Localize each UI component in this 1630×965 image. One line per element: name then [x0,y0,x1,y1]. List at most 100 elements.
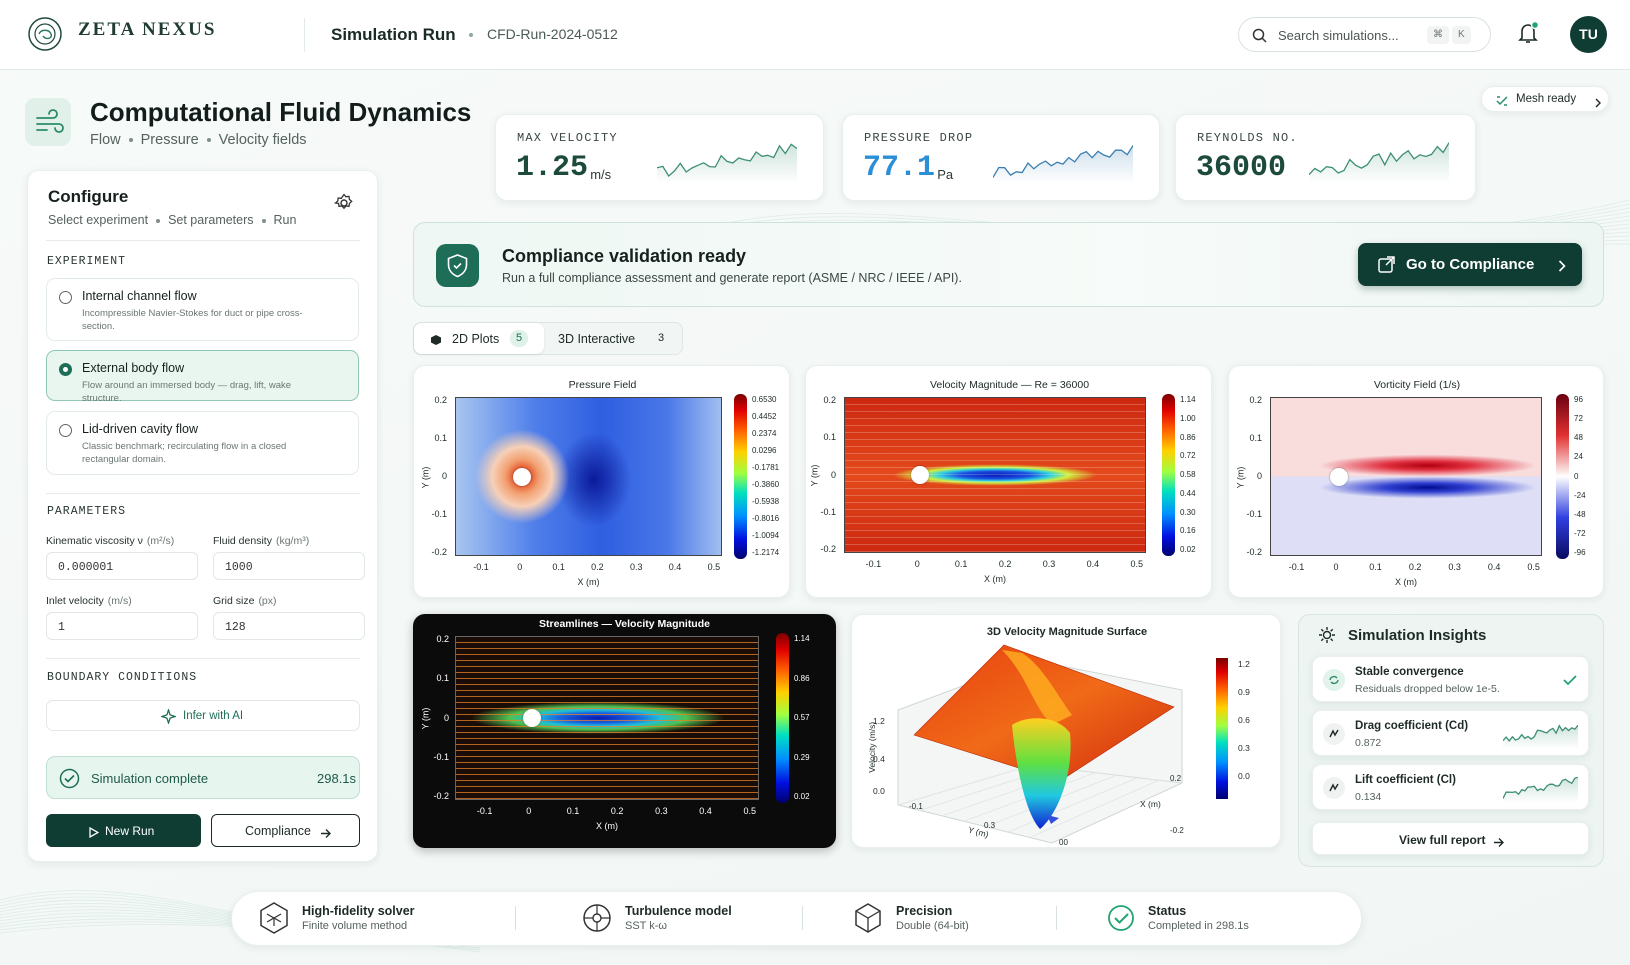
feature-icon [1103,900,1139,936]
y-tick-label: 0.3 [984,821,996,830]
colorbar-label: -48 [1574,509,1586,519]
metric-card: REYNOLDS NO. 36000 [1175,114,1476,201]
icon-part [36,109,64,133]
icon-part [1378,256,1395,273]
icon-part [1108,905,1134,931]
metric-card: MAX VELOCITY 1.25 m/s [495,114,824,201]
x-tick-label: 0.1 [566,806,580,816]
colorbar-label: 0.4452 [752,412,777,421]
check-circle [59,768,80,789]
subtitle-item: Select experiment [48,213,149,227]
x-axis-label: X (m) [984,574,1006,584]
tab-count: 5 [510,330,529,347]
settings-gear[interactable] [333,193,354,213]
tab[interactable]: 3D Interactive 3 [544,323,684,354]
feature-detail: Completed in 298.1s [1148,920,1249,932]
metric-value: 1.25 [516,151,589,185]
parameter-name: Kinematic viscosity ν [46,535,143,547]
mesh-badge[interactable]: Mesh ready [1481,86,1609,112]
new-run-button[interactable]: New Run [46,814,201,847]
colorbar-label: -24 [1574,490,1586,500]
x-axis-label: X (m) [1395,577,1417,587]
compliance-button[interactable]: Compliance [211,814,360,847]
parameter-input[interactable]: 0.000001 [46,552,198,580]
colorbar-label: 0.30 [1180,507,1196,517]
colorbar-label: 0.72 [1180,451,1196,461]
experiment-description: Flow around an immersed body — drag, lif… [82,380,292,404]
parameter-name: Fluid density [213,535,272,547]
z-tick-label: 1.2 [873,716,885,726]
y-tick-label: 0 [1256,471,1262,481]
x-tick-label: 0.2 [1170,774,1182,783]
separator-dot [261,218,266,223]
icon-part [431,335,441,345]
infer-label: Infer with AI [183,710,244,722]
view-report-button[interactable]: View full report [1312,822,1589,855]
icon-part [1595,98,1601,108]
colorbar-label: 0.16 [1180,526,1196,536]
go-to-compliance-button[interactable]: Go to Compliance [1358,243,1582,286]
x-tick-label: 0.3 [1448,562,1461,572]
icon-part [1114,913,1129,924]
z-tick-label: 0.4 [873,754,885,764]
configure-title: Configure [48,187,129,206]
icon-part [436,244,479,287]
parameter-value: 128 [225,621,246,634]
insights-icon [1318,626,1336,644]
parameter-input[interactable]: 1000 [213,552,365,580]
insight-detail: 0.134 [1355,791,1382,803]
insight-item: Lift coefficient (Cl) 0.134 [1312,764,1589,810]
tab[interactable]: 2D Plots 5 [414,323,544,354]
icon-part [340,199,348,207]
parameter-unit: (kg/m³) [275,535,310,547]
y-tick-label: -0.1 [1246,509,1262,520]
icon-part [1502,724,1579,742]
page-icon [25,98,71,146]
metric-label: PRESSURE DROP [864,131,974,145]
x-tick-label: 0.2 [610,806,624,816]
icon-part [260,902,288,934]
icon-part [34,23,56,45]
icon-part [1252,28,1267,43]
x-tick-label: 0.1 [954,559,968,569]
parameter-unit: (px) [258,595,277,607]
colorbar-label: 24 [1574,452,1583,462]
infer-button[interactable]: Infer with AI [46,700,360,731]
field-image [1270,397,1542,556]
surface-card: 3D Velocity Magnitude Surface 1.2 0.4 0.0 V… [851,614,1281,848]
x-tick-label: 0.5 [1130,559,1144,569]
x-tick-label: 0 [517,562,523,572]
colorbar-label: 0.86 [794,673,810,683]
subtitle-item: Pressure [140,132,199,148]
icon-part [1385,256,1395,266]
icon-part [1252,28,1265,41]
icon-part [1558,260,1566,272]
icon-part [1494,838,1504,847]
insight-title: Lift coefficient (Cl) [1355,774,1456,786]
radio [59,291,72,304]
search-box[interactable]: Search simulations... ⌘ K [1238,17,1491,52]
icon-part [657,144,797,183]
icon-part [260,902,288,934]
avatar[interactable]: TU [1570,16,1607,53]
run-id: CFD-Run-2024-0512 [487,26,618,42]
parameter-input[interactable]: 128 [213,612,365,640]
plot-card: Streamlines — Velocity Magnitude 0.2 0.1 0 -… [413,614,836,848]
parameter-input[interactable]: 1 [46,612,198,640]
separator-dot [128,138,133,143]
experiment-option[interactable]: External body flow Flow around an immerse… [46,350,359,404]
y-tick-label: -0.1 [909,802,923,811]
insight-item: Drag coefficient (Cd) 0.872 [1312,710,1589,756]
shortcut-key: K [1452,26,1471,44]
icon-part [1329,675,1339,685]
compliance-label: Compliance [245,824,312,838]
colorbar-label: 0.6 [1238,715,1250,726]
experiment-option[interactable]: Lid-driven cavity flow Classic benchmark;… [46,411,359,475]
cylinder [911,466,929,484]
y-tick-label: 0.1 [1249,432,1262,443]
x-tick-label: -0.1 [473,562,489,572]
experiment-option[interactable]: Internal channel flow Incompressible Navi… [46,278,359,341]
parameter-value: 1000 [225,561,253,574]
tab-label: 3D Interactive [558,332,636,346]
radio [59,424,72,437]
